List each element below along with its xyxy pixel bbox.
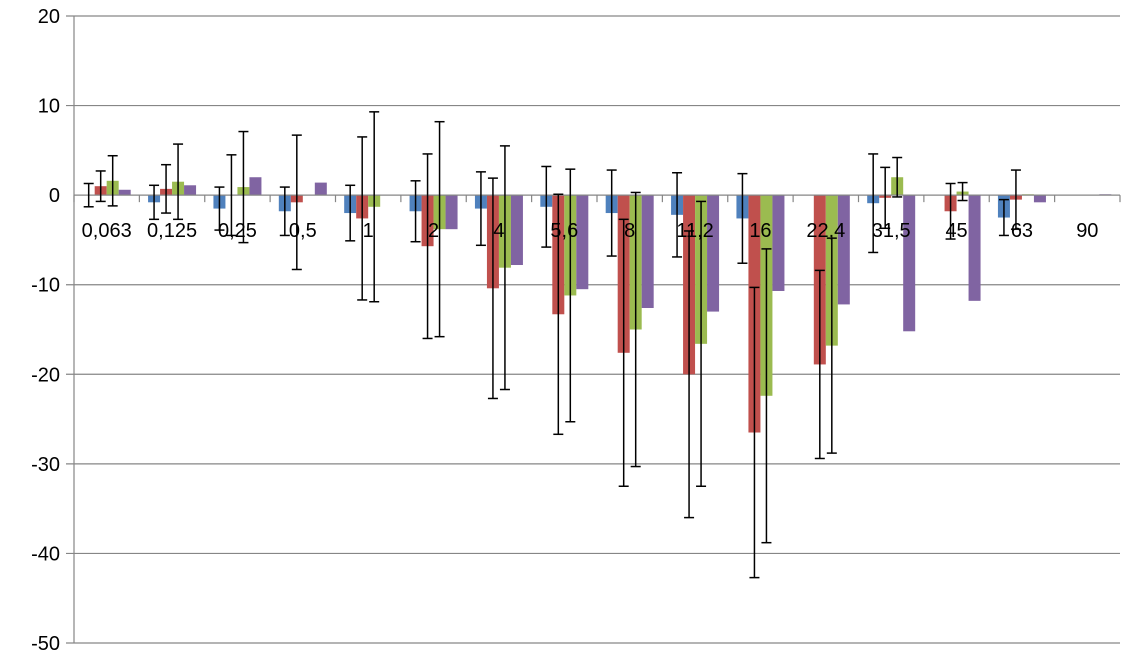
bar (837, 195, 850, 305)
x-category-label: 5,6 (550, 220, 578, 242)
x-category-label: 0,125 (147, 220, 197, 242)
bar (641, 195, 654, 309)
y-tick-label: -30 (31, 454, 60, 476)
bar (772, 195, 785, 291)
bar (576, 195, 589, 290)
bar (510, 195, 523, 266)
error-bars (83, 111, 1021, 579)
gridlines (66, 15, 1120, 644)
x-category-label: 45 (945, 220, 967, 242)
bar (707, 195, 720, 312)
y-tick-label: 10 (38, 96, 60, 118)
x-category-label: 11,2 (676, 220, 713, 242)
bar (314, 182, 327, 196)
x-category-label: 4 (493, 220, 504, 242)
x-category-label: 90 (1076, 220, 1098, 242)
x-category-label: 63 (1011, 220, 1033, 242)
y-tick-label: 0 (49, 185, 60, 207)
x-category-label: 2 (428, 220, 439, 242)
x-category-label: 1 (363, 220, 374, 242)
labels: 20 10 0 -10 -20 -30 -40 -50 0,063 0,125 0,25 0,5 1 2 4… (31, 6, 1098, 654)
bar (118, 189, 131, 196)
y-tick-label: -20 (31, 364, 60, 386)
x-category-label: 16 (749, 220, 771, 242)
bars (94, 177, 1112, 433)
y-tick-label: -40 (31, 543, 60, 565)
y-tick-label: -10 (31, 275, 60, 297)
bar (445, 195, 458, 230)
x-category-label: 0,5 (289, 220, 317, 242)
x-category-label: 0,25 (218, 220, 257, 242)
y-tick-label: 20 (38, 6, 60, 28)
x-category-label: 8 (624, 220, 635, 242)
bar (903, 195, 916, 332)
bar (184, 185, 197, 196)
bar (249, 177, 262, 196)
x-category-label: 0,063 (82, 220, 132, 242)
bar (1033, 195, 1046, 203)
x-category-label: 22,4 (806, 220, 845, 242)
x-category-label: 31,5 (872, 220, 911, 242)
y-tick-label: -50 (31, 633, 60, 654)
axes (73, 16, 1121, 643)
bar (968, 195, 981, 301)
